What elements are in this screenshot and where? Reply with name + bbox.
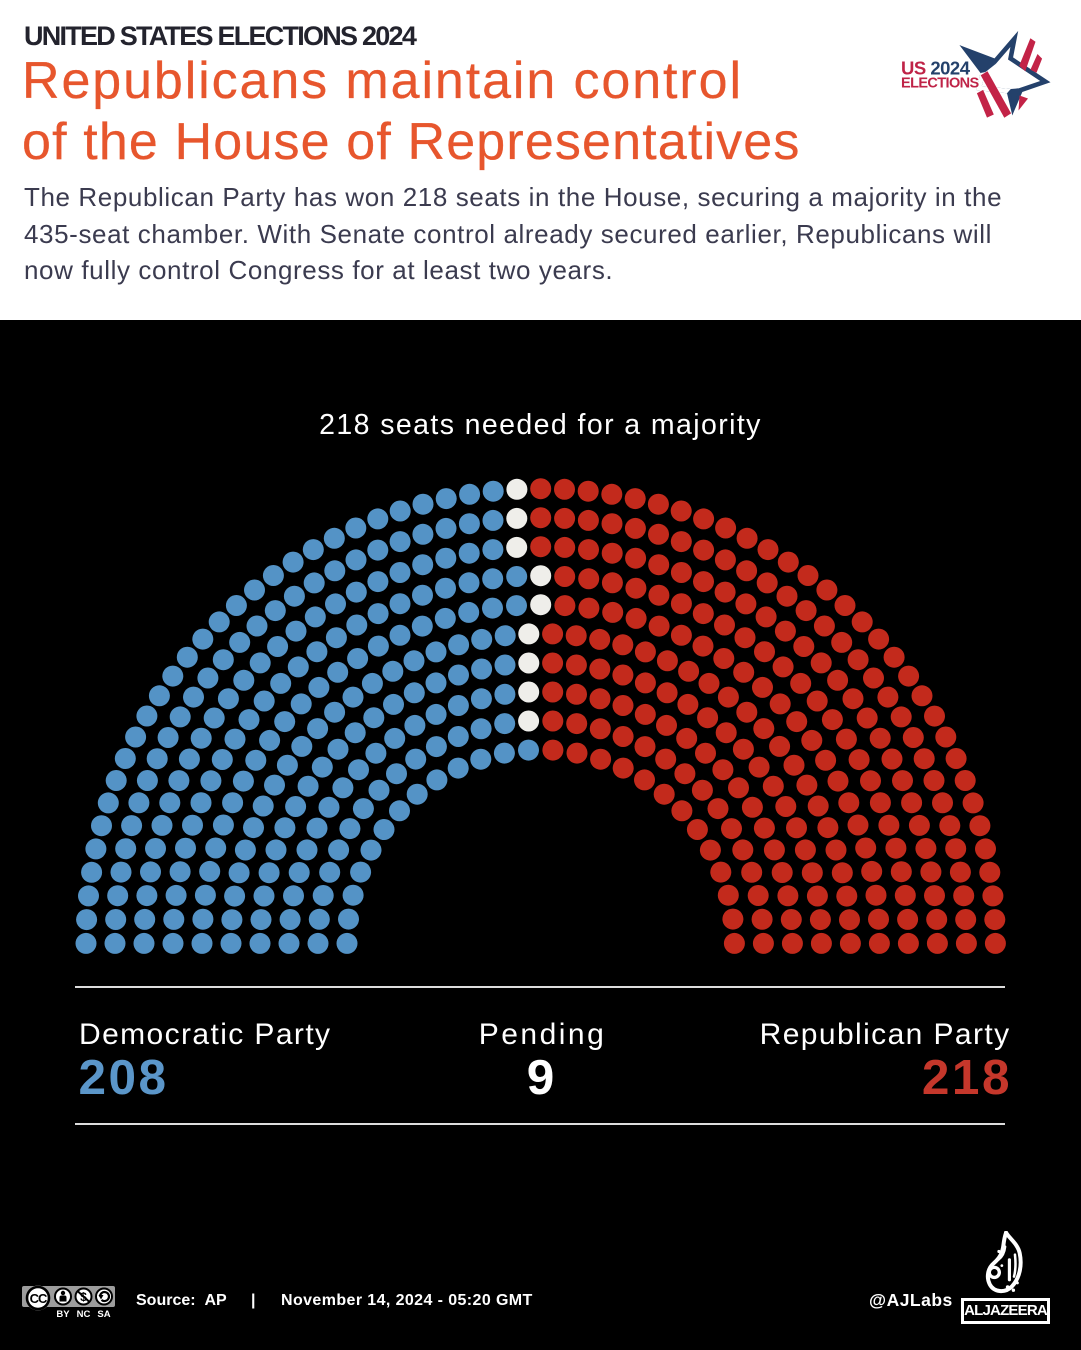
svg-text:SA: SA <box>97 1309 110 1320</box>
svg-text:US 2024: US 2024 <box>901 57 971 78</box>
svg-text:NC: NC <box>77 1309 91 1320</box>
svg-text:ELECTIONS: ELECTIONS <box>901 76 980 92</box>
svg-text:CC: CC <box>30 1291 48 1306</box>
svg-text:BY: BY <box>56 1309 70 1320</box>
